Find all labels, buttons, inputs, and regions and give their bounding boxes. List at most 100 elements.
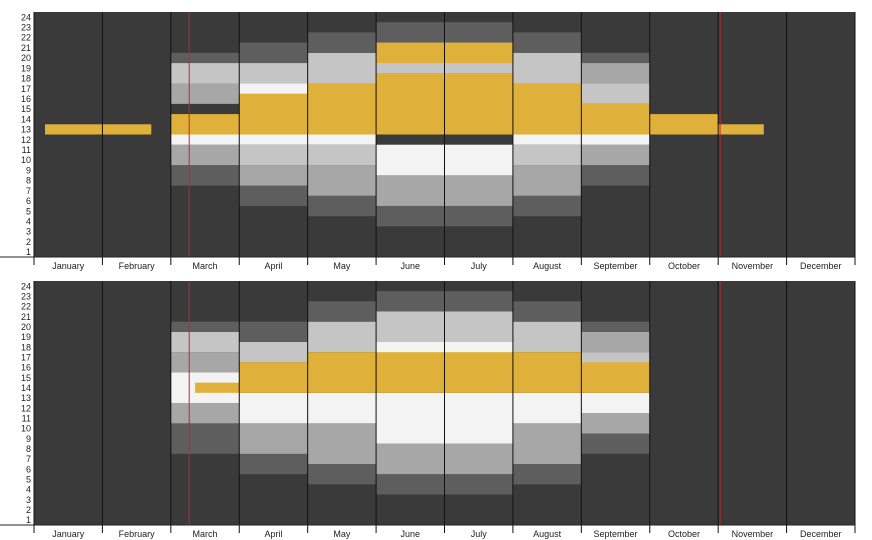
shade-band-bottom-march-0 — [170, 423, 240, 454]
shade-band-top-april-2 — [239, 144, 308, 166]
y-tick-label-top-3: 3 — [26, 227, 31, 237]
shade-band-top-june-1 — [376, 175, 445, 206]
y-tick-label-top-14: 14 — [21, 114, 31, 124]
y-tick-label-bottom-11: 11 — [22, 413, 31, 423]
highlight-top-april — [239, 93, 308, 135]
shade-band-top-june-0 — [376, 205, 445, 227]
x-tick-label-bottom-february: February — [119, 529, 156, 539]
x-tick-label-bottom-october: October — [668, 529, 700, 539]
x-tick-label-top-july: July — [471, 261, 488, 271]
shade-band-top-may-1 — [307, 165, 377, 196]
x-tick-label-top-june: June — [401, 261, 421, 271]
shade-band-bottom-march-5 — [170, 321, 240, 332]
shade-band-bottom-may-2 — [307, 392, 377, 424]
shade-band-top-september-3 — [581, 83, 650, 104]
x-tick-label-top-april: April — [264, 261, 282, 271]
shade-band-bottom-march-1 — [170, 403, 240, 424]
y-tick-label-bottom-8: 8 — [26, 444, 31, 454]
y-tick-label-bottom-3: 3 — [26, 495, 31, 505]
shade-band-top-august-0 — [512, 195, 582, 217]
shade-band-bottom-september-2 — [581, 392, 650, 414]
shade-band-bottom-august-4 — [512, 301, 582, 322]
y-tick-label-bottom-9: 9 — [26, 434, 31, 444]
x-tick-label-bottom-may: May — [333, 529, 351, 539]
shade-band-top-september-1 — [581, 144, 650, 166]
shade-band-top-march-3 — [170, 83, 240, 104]
x-tick-label-bottom-july: July — [471, 529, 488, 539]
shade-band-bottom-august-1 — [512, 423, 582, 464]
shade-band-top-may-6 — [307, 32, 377, 53]
y-tick-label-bottom-5: 5 — [26, 474, 31, 484]
x-tick-label-top-september: September — [594, 261, 638, 271]
shade-band-top-march-5 — [170, 52, 240, 64]
y-tick-label-top-2: 2 — [26, 237, 31, 247]
y-tick-label-top-17: 17 — [21, 84, 31, 94]
shade-band-top-july-2 — [444, 144, 513, 176]
x-tick-label-bottom-june: June — [401, 529, 421, 539]
shade-band-bottom-april-1 — [239, 423, 308, 454]
y-tick-label-bottom-18: 18 — [21, 342, 31, 352]
y-tick-label-top-12: 12 — [21, 135, 31, 145]
x-tick-label-top-may: May — [333, 261, 351, 271]
y-tick-label-bottom-4: 4 — [26, 485, 31, 495]
shade-band-top-september-2 — [581, 134, 650, 145]
y-tick-label-top-18: 18 — [21, 74, 31, 84]
highlight-extra-top-july — [444, 42, 513, 64]
x-tick-label-top-october: October — [668, 261, 700, 271]
y-tick-label-bottom-12: 12 — [21, 403, 31, 413]
y-tick-label-top-21: 21 — [21, 43, 31, 53]
y-tick-label-bottom-6: 6 — [26, 464, 31, 474]
shade-band-bottom-may-4 — [307, 301, 377, 322]
shade-band-top-may-3 — [307, 134, 377, 145]
shade-band-top-august-3 — [512, 134, 582, 145]
x-tick-label-bottom-december: December — [800, 529, 842, 539]
shade-band-top-march-2 — [170, 134, 240, 145]
highlight-top-september — [581, 103, 650, 135]
shade-band-top-march-4 — [170, 63, 240, 84]
highlight-bottom-april — [239, 362, 308, 393]
shade-band-top-august-6 — [512, 32, 582, 53]
y-tick-label-top-10: 10 — [21, 155, 31, 165]
shade-band-bottom-june-5 — [376, 291, 445, 312]
shade-band-top-may-0 — [307, 195, 377, 217]
shade-band-top-april-5 — [239, 63, 308, 84]
highlight-bottom-september — [581, 362, 650, 393]
shade-band-bottom-may-0 — [307, 464, 377, 485]
shade-band-bottom-april-4 — [239, 321, 308, 342]
highlight-bottom-july — [444, 352, 513, 393]
shade-band-top-september-0 — [581, 165, 650, 186]
y-tick-label-top-16: 16 — [21, 94, 31, 104]
y-tick-label-bottom-14: 14 — [21, 383, 31, 393]
y-tick-label-bottom-23: 23 — [21, 291, 31, 301]
highlight-top-june — [376, 73, 445, 135]
y-tick-label-top-24: 24 — [21, 12, 31, 22]
y-tick-label-bottom-10: 10 — [21, 424, 31, 434]
y-tick-label-bottom-21: 21 — [21, 312, 31, 322]
shade-band-top-june-5 — [376, 22, 445, 43]
x-tick-label-top-march: March — [193, 261, 218, 271]
shade-band-bottom-may-1 — [307, 423, 377, 464]
y-tick-label-bottom-15: 15 — [21, 373, 31, 383]
shade-band-bottom-july-5 — [444, 291, 513, 312]
highlight-top-july — [444, 73, 513, 135]
shade-band-bottom-september-6 — [581, 321, 650, 332]
x-tick-label-bottom-january: January — [52, 529, 85, 539]
y-tick-label-bottom-1: 1 — [26, 515, 31, 525]
shade-band-bottom-september-5 — [581, 331, 650, 353]
shade-band-bottom-june-2 — [376, 392, 445, 444]
highlight-top-january — [45, 124, 103, 135]
x-tick-label-top-february: February — [119, 261, 156, 271]
y-tick-label-top-20: 20 — [21, 53, 31, 63]
shade-band-bottom-april-2 — [239, 392, 308, 424]
y-tick-label-top-7: 7 — [26, 186, 31, 196]
shade-band-bottom-march-3 — [170, 352, 240, 373]
shade-band-top-july-1 — [444, 175, 513, 206]
shade-band-top-april-0 — [239, 185, 308, 206]
y-tick-label-bottom-19: 19 — [21, 332, 31, 342]
highlight-extra-top-june — [376, 42, 445, 64]
y-tick-label-bottom-20: 20 — [21, 322, 31, 332]
shade-band-top-may-2 — [307, 144, 377, 166]
y-tick-label-top-1: 1 — [26, 247, 31, 257]
highlight-top-february — [102, 124, 152, 135]
y-tick-label-top-23: 23 — [21, 23, 31, 33]
